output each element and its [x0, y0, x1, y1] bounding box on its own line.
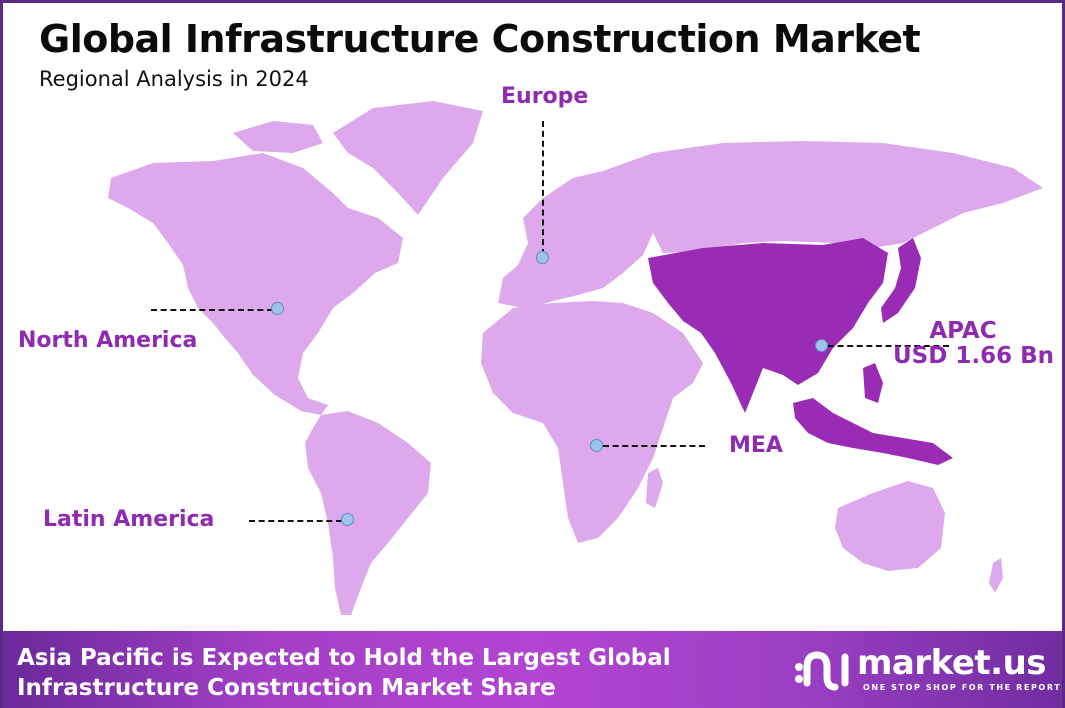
market-us-logo-icon: [795, 651, 849, 691]
region-apac: [648, 238, 888, 413]
market-us-logo: market.us ONE STOP SHOP FOR THE REPORTS: [793, 643, 1062, 697]
region-arctic-islands: [233, 121, 323, 153]
footer-line-1: Asia Pacific is Expected to Hold the Lar…: [17, 645, 671, 671]
page-title: Global Infrastructure Construction Marke…: [39, 17, 921, 61]
label-apac-value: USD 1.66 Bn: [893, 343, 1054, 370]
region-europe: [498, 171, 663, 309]
region-latin-america: [305, 411, 431, 615]
leader-line-latin-america: [249, 520, 342, 522]
label-north-america: North America: [18, 328, 198, 353]
region-japan: [881, 238, 921, 323]
world-map: [108, 101, 1043, 615]
region-greenland: [333, 101, 483, 215]
label-apac-name: APAC: [929, 318, 997, 344]
footer-banner: Asia Pacific is Expected to Hold the Lar…: [3, 631, 1062, 708]
leader-line-mea: [603, 445, 705, 447]
logo-name: market.us: [857, 643, 1047, 683]
marker-apac: [815, 339, 828, 352]
label-europe: Europe: [501, 84, 589, 109]
label-mea: MEA: [729, 433, 783, 458]
region-new-zealand: [989, 558, 1003, 593]
region-australia: [835, 481, 945, 571]
leader-line-north-america: [151, 309, 273, 311]
marker-north-america: [271, 302, 284, 315]
region-mea: [481, 301, 703, 543]
region-philippines: [863, 363, 883, 403]
page-subtitle: Regional Analysis in 2024: [39, 67, 309, 91]
leader-line-europe: [542, 121, 544, 255]
footer-headline: Asia Pacific is Expected to Hold the Lar…: [17, 643, 671, 703]
region-madagascar: [646, 468, 663, 508]
label-apac: APAC USD 1.66 Bn: [893, 318, 1054, 370]
footer-line-2: Infrastructure Construction Market Share: [17, 675, 556, 701]
leader-line-apac: [828, 345, 949, 347]
marker-mea: [590, 439, 603, 452]
region-russia: [603, 141, 1043, 253]
label-latin-america: Latin America: [43, 507, 215, 532]
marker-latin-america: [341, 513, 354, 526]
marker-europe: [536, 251, 549, 264]
region-southeast-asia: [793, 398, 953, 465]
region-north-america: [108, 153, 403, 415]
logo-tagline: ONE STOP SHOP FOR THE REPORTS: [863, 683, 1065, 692]
